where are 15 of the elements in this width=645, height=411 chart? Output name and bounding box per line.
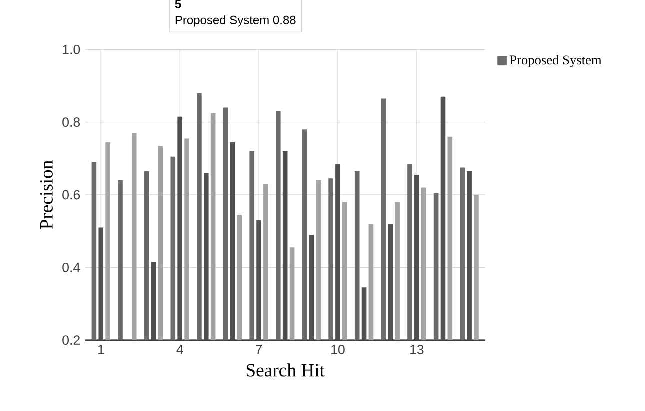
x-tick-label: 7	[256, 345, 262, 354]
y-tick-label: 0.2	[62, 336, 80, 346]
text: 5	[175, 0, 182, 8]
text: Proposed System 0.88	[176, 16, 296, 27]
y-axis-title: Precision	[40, 160, 53, 230]
y-tick-label: 0.4	[62, 262, 80, 272]
y-tick-label: 0.8	[62, 118, 80, 128]
x-tick-label: 10	[332, 345, 345, 354]
x-axis-title: Search Hit	[246, 364, 325, 377]
x-tick-label: 1	[98, 345, 104, 354]
x-tick-label: 4	[176, 345, 184, 354]
y-tick-label: 0.6	[62, 190, 80, 200]
legend-label: Proposed System	[510, 55, 602, 68]
y-tick-label: 1.0	[63, 44, 80, 54]
x-tick-label: 13	[410, 345, 424, 354]
